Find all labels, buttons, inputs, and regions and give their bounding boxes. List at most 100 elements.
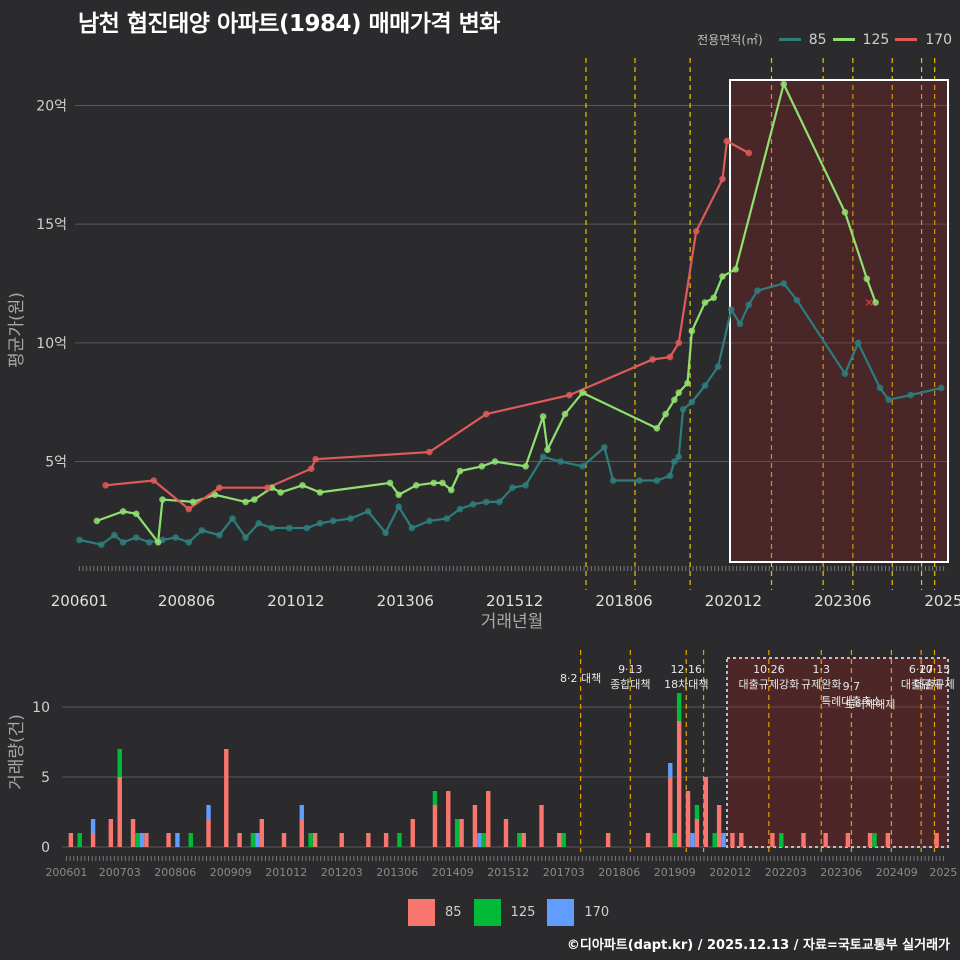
volume-bar-85 — [410, 819, 415, 847]
price-point-85 — [146, 538, 153, 546]
price-point-85 — [255, 519, 263, 527]
legend-item-170[interactable]: 170 — [895, 32, 952, 48]
price-point-125 — [841, 208, 849, 216]
price-point-125 — [675, 389, 683, 397]
price-point-85 — [601, 444, 608, 451]
legend-label-85: 85 — [808, 31, 827, 48]
price-point-85 — [780, 280, 788, 287]
price-x-tick-label: 201806 — [595, 592, 652, 610]
price-point-125 — [447, 486, 455, 494]
volume-bar-85 — [259, 819, 264, 847]
price-point-85 — [111, 531, 118, 539]
volume-bar-170 — [477, 833, 482, 847]
price-point-85 — [754, 287, 761, 294]
price-point-85 — [395, 503, 403, 510]
page-title: 남천 협진태양 아파트(1984) 매매가격 변화 — [78, 11, 500, 37]
volume-bar-125 — [77, 833, 82, 847]
volume-bar-125 — [694, 805, 700, 819]
price-point-125 — [412, 481, 420, 489]
volume-x-tick-label: 201512 — [487, 866, 529, 879]
price-point-85 — [937, 384, 945, 392]
legend-item-85[interactable]: 85 — [778, 31, 827, 48]
legend-item-125[interactable]: 125 — [832, 32, 889, 48]
volume-event-label: 토허제해제 — [845, 697, 896, 711]
volume-bar-85 — [224, 749, 229, 847]
price-point-85 — [97, 541, 105, 548]
bar-legend-item-125[interactable]: 125 — [473, 899, 535, 926]
volume-bar-85 — [206, 819, 211, 847]
volume-bar-85 — [823, 833, 828, 847]
price-point-85 — [268, 524, 276, 532]
price-point-85 — [885, 396, 893, 404]
price-point-170 — [216, 484, 223, 491]
volume-event-label: 9·13 — [618, 663, 643, 676]
volume-bar-125 — [454, 819, 460, 847]
price-point-125 — [242, 498, 249, 506]
bar-legend-item-85[interactable]: 85 — [408, 899, 462, 926]
volume-bar-85 — [885, 833, 891, 847]
volume-bar-85 — [117, 777, 122, 847]
volume-event-label: 12·16 — [671, 663, 703, 676]
price-point-85 — [364, 508, 372, 515]
price-x-tick-label: 2025 — [924, 592, 960, 610]
volume-event-label: 대출규제 — [914, 678, 954, 691]
bar-legend-item-170[interactable]: 170 — [547, 899, 609, 926]
volume-bar-85 — [281, 833, 287, 847]
volume-event-label: 1·3 — [812, 663, 830, 676]
price-point-170 — [719, 175, 726, 183]
footer-credit: ©디아파트(dapt.kr) / 2025.12.13 / 자료=국토교통부 실… — [566, 938, 950, 953]
volume-x-tick-label: 201203 — [321, 866, 363, 879]
price-x-ticks: 200601 200806 201012 201306 201512 201806 2020… — [51, 566, 960, 610]
price-point-85 — [745, 301, 753, 309]
volume-event-label: 대출규제 — [901, 678, 941, 691]
volume-bar-85 — [934, 833, 939, 847]
volume-bar-85 — [730, 833, 735, 847]
price-point-125 — [671, 396, 678, 404]
price-point-85 — [303, 524, 311, 532]
volume-x-tick-label: 200909 — [210, 866, 252, 879]
volume-bar-85 — [668, 777, 673, 847]
price-y-tick-label: 5억 — [45, 455, 67, 471]
price-point-85 — [509, 484, 516, 491]
legend-label-170: 170 — [925, 31, 952, 48]
price-point-85 — [286, 524, 293, 532]
volume-y-tick-label: 10 — [32, 700, 50, 716]
volume-bar-125 — [250, 833, 256, 847]
price-point-170 — [307, 465, 315, 472]
price-point-125 — [189, 498, 197, 506]
volume-bar-85 — [459, 819, 464, 847]
price-point-125 — [251, 496, 258, 503]
price-point-85 — [907, 391, 914, 399]
legend-swatch-125 — [832, 38, 855, 41]
volume-bar-85 — [237, 833, 242, 847]
price-point-170 — [649, 356, 656, 363]
volume-event-label: 대출규제강화 — [738, 678, 799, 691]
price-point-170 — [185, 505, 193, 513]
price-point-170 — [723, 137, 731, 145]
price-point-125 — [780, 80, 788, 88]
price-point-125 — [119, 508, 127, 515]
volume-bar-85 — [383, 833, 389, 847]
volume-bar-125 — [308, 833, 313, 847]
price-point-85 — [539, 453, 547, 461]
price-point-85 — [172, 534, 179, 541]
volume-bar-170 — [721, 833, 726, 847]
volume-bar-125 — [397, 833, 402, 847]
price-x-axis-label: 거래년월 — [481, 612, 544, 632]
bar-legend-swatch-125 — [473, 899, 501, 926]
volume-event-label: 규제완화 — [801, 678, 841, 691]
volume-bar-125 — [561, 833, 566, 847]
volume-bar-85 — [694, 819, 700, 847]
price-point-170 — [692, 227, 700, 235]
volume-x-tick-label: 201703 — [543, 866, 585, 879]
volume-x-tick-label: 200703 — [99, 866, 141, 879]
volume-bar-125 — [676, 693, 682, 721]
price-point-85 — [609, 477, 617, 484]
volume-bar-85 — [521, 833, 526, 847]
price-chart: 200601 200806 201012 201306 201512 201806 2020… — [7, 58, 960, 632]
volume-bar-170 — [668, 763, 673, 777]
price-event-lines — [585, 58, 936, 590]
price-point-125 — [539, 413, 547, 420]
price-x-tick-label: 200806 — [158, 592, 215, 610]
price-point-85 — [675, 453, 683, 461]
